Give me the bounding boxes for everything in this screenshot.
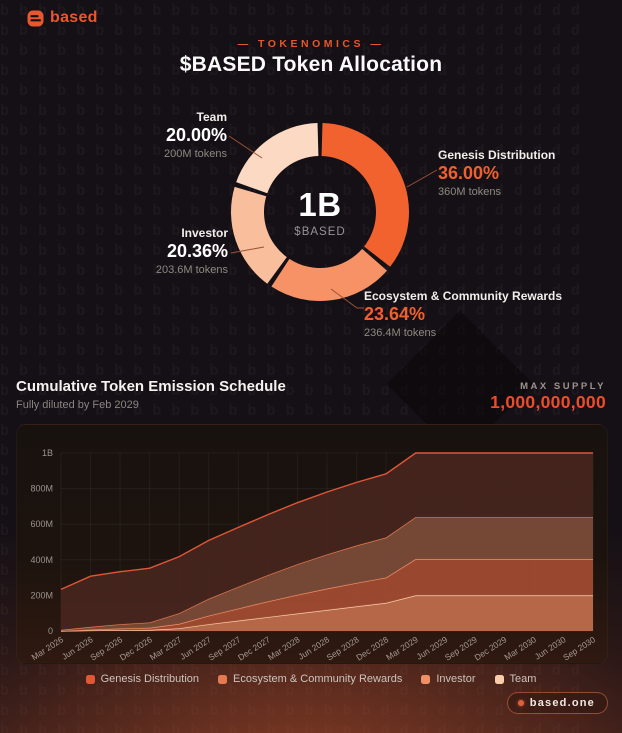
svg-text:Sep 2026: Sep 2026 xyxy=(88,634,124,662)
brand-name: based xyxy=(50,9,98,26)
chart-legend: Genesis Distribution Ecosystem & Communi… xyxy=(0,673,622,685)
svg-text:Mar 2030: Mar 2030 xyxy=(502,634,538,662)
svg-text:Mar 2026: Mar 2026 xyxy=(30,634,66,662)
section-eyebrow: — TOKENOMICS — xyxy=(237,38,385,50)
legend-item-investor: Investor xyxy=(421,673,476,685)
max-supply-value: 1,000,000,000 xyxy=(490,392,606,412)
legend-item-team: Team xyxy=(494,673,537,685)
svg-text:800M: 800M xyxy=(30,484,53,494)
segment-percent: 36.00% xyxy=(438,163,500,184)
page-title: $BASED Token Allocation xyxy=(179,53,443,76)
brand-logo: based xyxy=(27,9,98,27)
donut-chart-svg xyxy=(231,123,409,301)
segment-percent: 23.64% xyxy=(364,304,426,325)
svg-text:0: 0 xyxy=(48,626,53,636)
legend-marker xyxy=(218,674,228,684)
legend-label: Investor xyxy=(436,673,476,685)
callout-ecosystem-rewards: Ecosystem & Community Rewards 23.64% 236… xyxy=(364,289,563,339)
emission-section-subtitle: Fully diluted by Feb 2029 xyxy=(16,399,139,411)
badge-site-name: based.one xyxy=(529,697,595,709)
svg-text:200M: 200M xyxy=(30,590,53,600)
svg-text:Sep 2028: Sep 2028 xyxy=(325,634,361,662)
svg-text:Sep 2027: Sep 2027 xyxy=(206,634,242,662)
segment-tokens: 203.6M tokens xyxy=(155,263,228,276)
legend-item-genesis: Genesis Distribution xyxy=(85,673,200,685)
based-logo-icon xyxy=(27,10,44,27)
badge-dot-icon xyxy=(517,700,524,706)
svg-text:600M: 600M xyxy=(30,519,53,529)
callout-investor: Investor 20.36% 203.6M tokens xyxy=(155,226,228,276)
legend-marker xyxy=(85,674,95,684)
legend-label: Team xyxy=(509,673,537,685)
svg-text:Sep 2029: Sep 2029 xyxy=(443,634,479,662)
segment-name: Investor xyxy=(181,226,228,240)
segment-tokens: 360M tokens xyxy=(438,185,501,198)
svg-text:Dec 2026: Dec 2026 xyxy=(118,634,154,662)
svg-text:Dec 2029: Dec 2029 xyxy=(472,634,508,662)
emission-section-title: Cumulative Token Emission Schedule xyxy=(16,378,286,395)
legend-item-ecosystem: Ecosystem & Community Rewards xyxy=(218,673,402,685)
allocation-donut-chart xyxy=(225,117,415,307)
legend-marker xyxy=(421,674,431,684)
based-one-badge[interactable]: based.one xyxy=(506,692,608,714)
segment-name: Team xyxy=(196,110,227,124)
svg-text:Mar 2028: Mar 2028 xyxy=(266,634,302,662)
svg-text:Mar 2029: Mar 2029 xyxy=(384,634,420,662)
callout-team: Team 20.00% 200M tokens xyxy=(164,110,227,160)
segment-tokens: 236.4M tokens xyxy=(364,326,437,339)
legend-marker xyxy=(494,674,504,684)
svg-text:Mar 2027: Mar 2027 xyxy=(148,634,184,662)
legend-label: Genesis Distribution xyxy=(100,673,200,685)
callout-genesis-distribution: Genesis Distribution 36.00% 360M tokens xyxy=(438,148,556,198)
svg-text:Sep 2030: Sep 2030 xyxy=(561,634,597,662)
svg-text:1B: 1B xyxy=(42,448,53,458)
legend-label: Ecosystem & Community Rewards xyxy=(233,673,403,685)
segment-tokens: 200M tokens xyxy=(164,147,227,160)
svg-text:Dec 2028: Dec 2028 xyxy=(354,634,390,662)
emission-chart-panel: 0 200M 400M 600M 800M 1B Mar 2026 Jun 2026 Sep 2… xyxy=(16,424,608,664)
segment-percent: 20.36% xyxy=(166,241,228,262)
segment-name: Genesis Distribution xyxy=(438,148,556,162)
svg-text:400M: 400M xyxy=(30,555,53,565)
max-supply-label: MAX SUPPLY xyxy=(520,381,606,392)
segment-name: Ecosystem & Community Rewards xyxy=(364,289,563,303)
segment-percent: 20.00% xyxy=(165,125,227,146)
svg-text:Dec 2027: Dec 2027 xyxy=(236,634,272,662)
